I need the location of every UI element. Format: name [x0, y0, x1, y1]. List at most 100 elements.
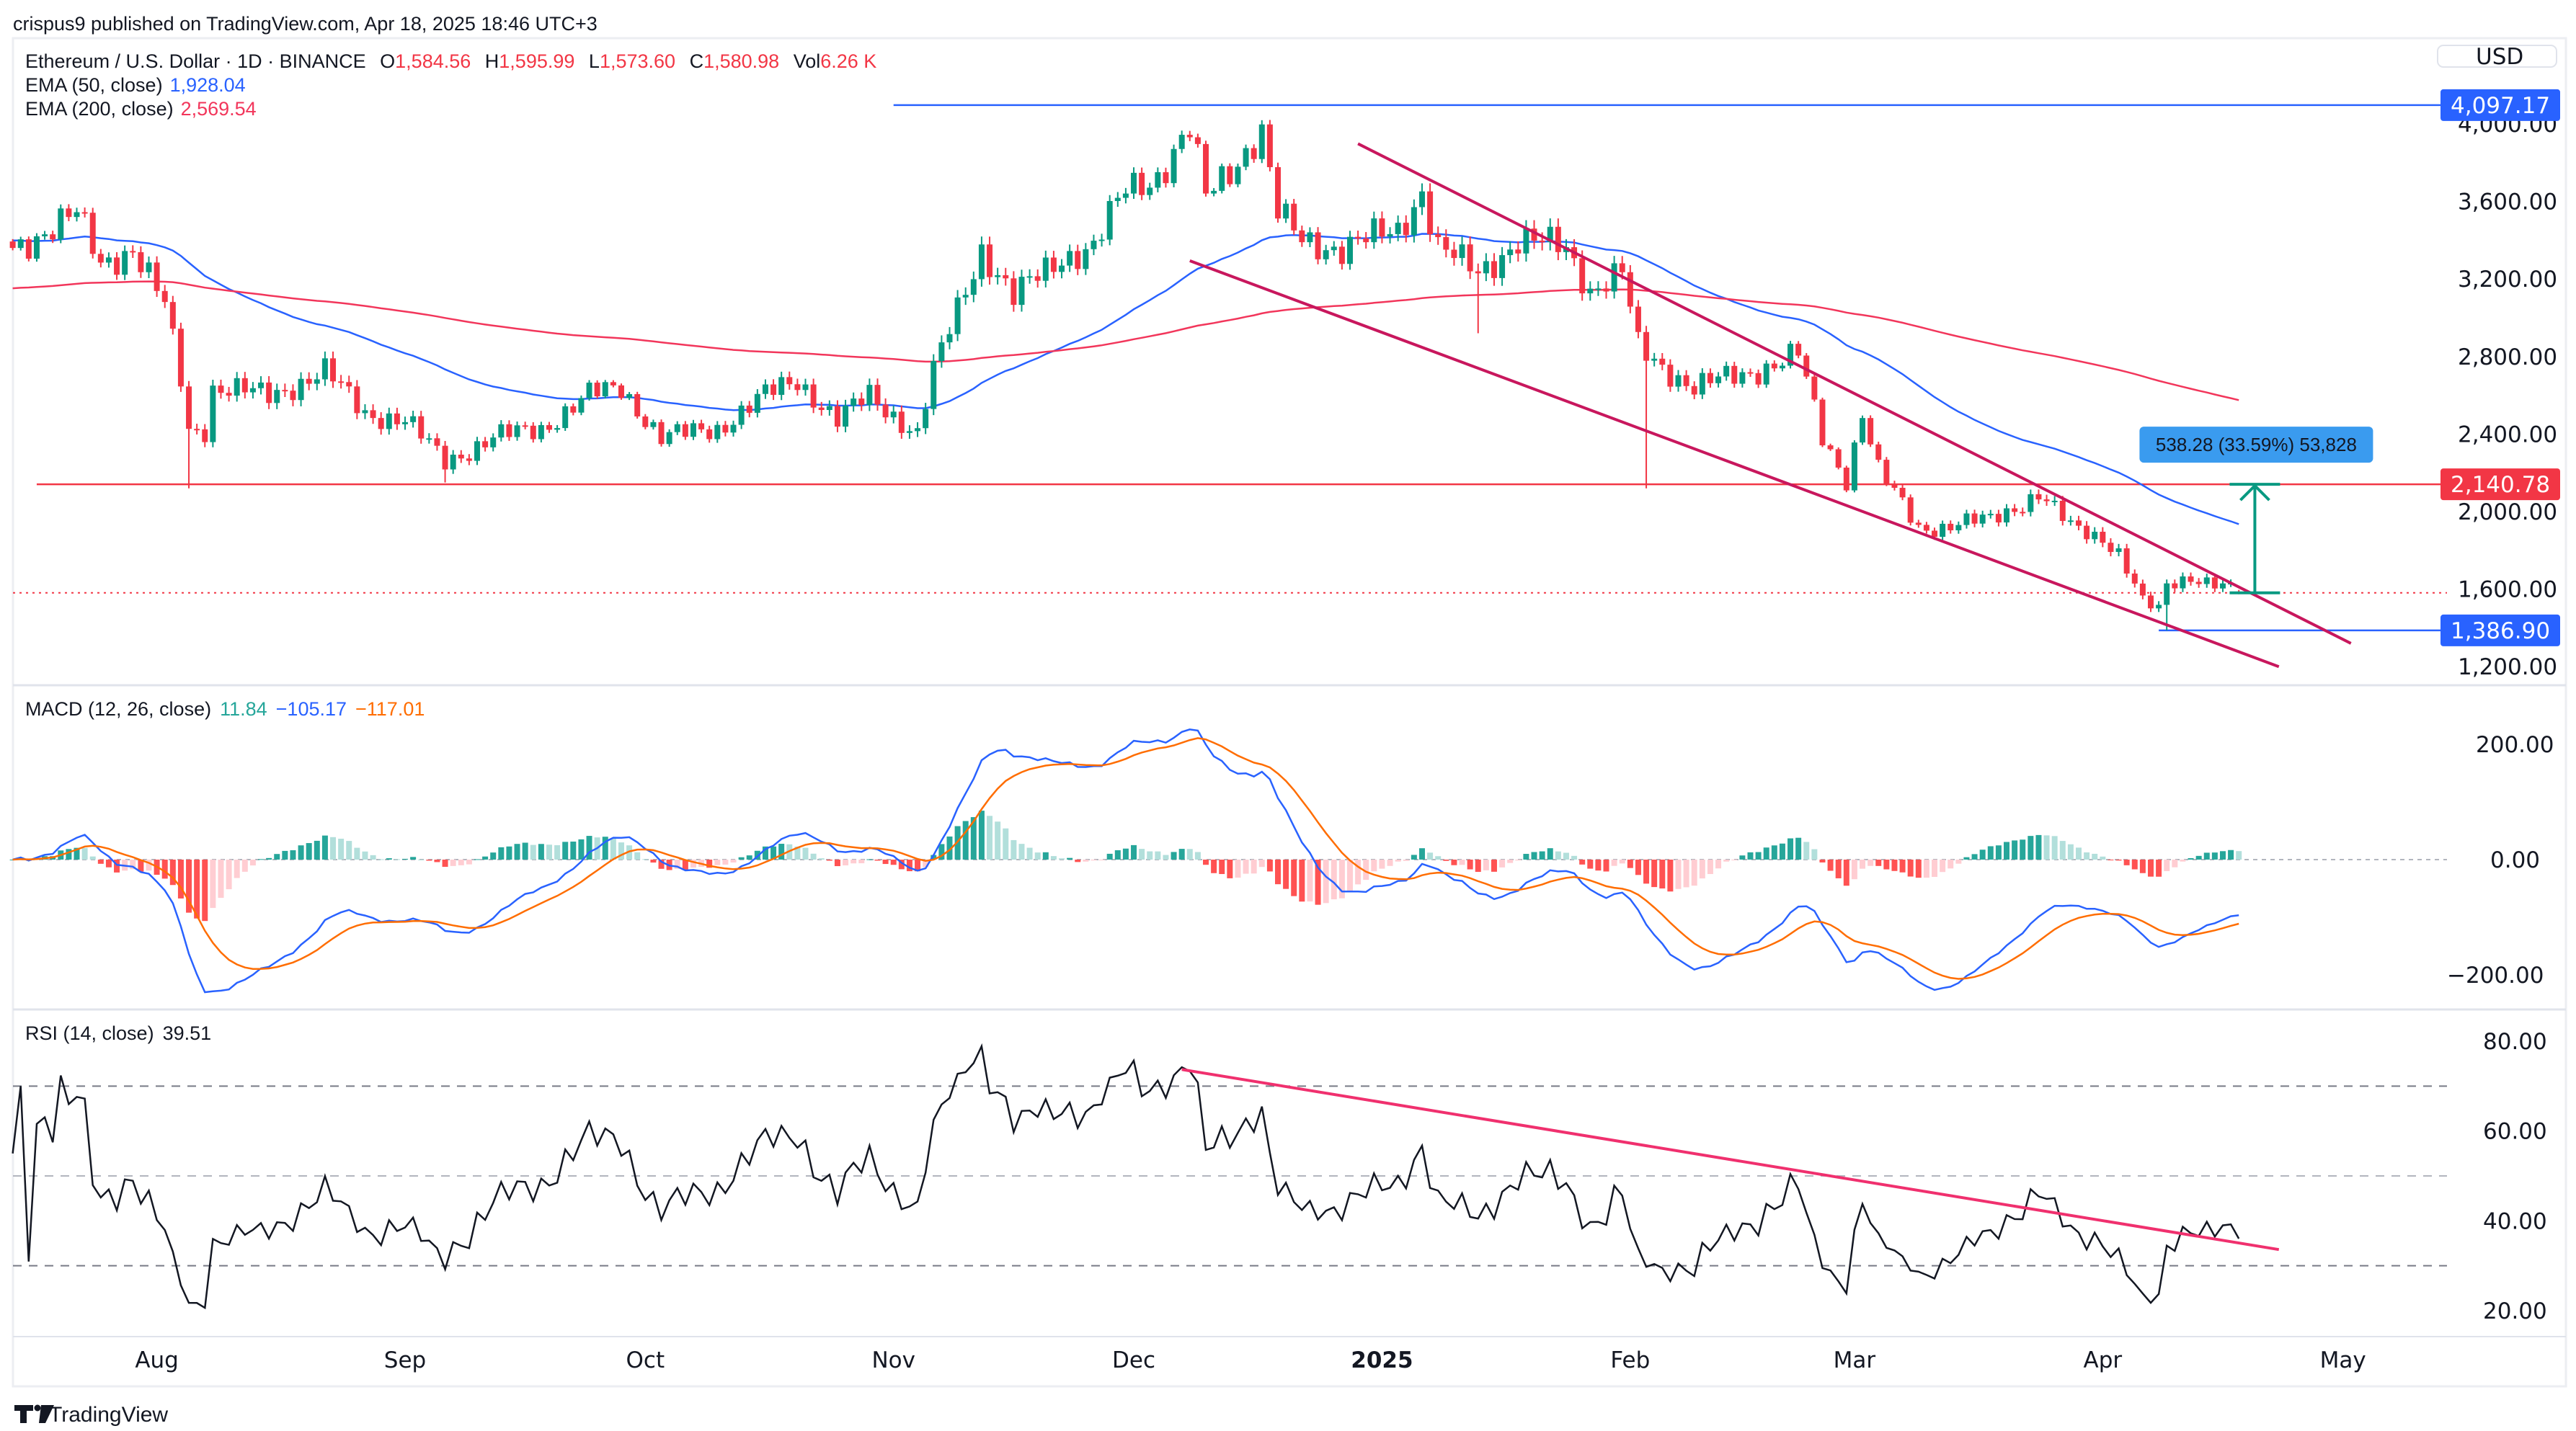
candle-body — [1947, 523, 1954, 530]
macd-histogram-bar — [1114, 850, 1121, 860]
macd-histogram-bar — [1323, 860, 1329, 904]
macd-histogram-bar — [1018, 844, 1025, 860]
candle-body — [610, 382, 616, 385]
macd-histogram-bar — [1139, 849, 1145, 860]
candle-body — [2139, 583, 2146, 596]
candle-body — [2100, 531, 2106, 543]
macd-histogram-bar — [2004, 842, 2010, 860]
candle-body — [306, 378, 312, 384]
candle-body — [1555, 226, 1561, 252]
candle-body — [58, 208, 64, 240]
rsi-legend[interactable]: RSI (14, close) 39.51 — [25, 1022, 211, 1044]
candle-body — [834, 406, 840, 427]
macd-histogram-bar — [1371, 860, 1377, 872]
low-value: 1,573.60 — [600, 50, 675, 72]
price-tag-label-target: 2,140.78 — [2451, 472, 2550, 498]
macd-histogram-bar — [1203, 860, 1209, 865]
macd-histogram-bar — [1659, 860, 1666, 889]
macd-histogram-bar — [2028, 836, 2034, 860]
macd-histogram-bar — [1275, 860, 1281, 885]
macd-histogram-bar — [690, 860, 696, 868]
macd-axis-label: 200.00 — [2476, 732, 2554, 758]
candle-body — [1979, 514, 1986, 524]
macd-histogram-bar — [1987, 846, 1994, 860]
price-legend: Ethereum / U.S. Dollar · 1D · BINANCE O1… — [25, 50, 876, 72]
macd-histogram-bar — [2012, 840, 2018, 860]
candle-body — [1018, 277, 1025, 306]
macd-histogram-bar — [2172, 860, 2178, 868]
macd-histogram-bar — [562, 842, 569, 860]
ema200-legend[interactable]: EMA (200, close) 2,569.54 — [25, 98, 257, 120]
candle-body — [2020, 512, 2026, 514]
macd-histogram-bar — [634, 852, 641, 860]
candle-body — [1595, 288, 1602, 290]
macd-histogram-bar — [810, 853, 817, 860]
candle-body — [354, 386, 360, 414]
candle-body — [1418, 191, 1425, 208]
candle-body — [410, 416, 417, 422]
candle-body — [1011, 278, 1017, 306]
candle-body — [1675, 375, 1682, 387]
macd-histogram-bar — [1026, 847, 1033, 860]
horizontal-lines[interactable] — [13, 104, 2447, 632]
candle-body — [658, 422, 665, 445]
macd-histogram-bar — [890, 860, 897, 865]
macd-legend[interactable]: MACD (12, 26, close) 11.84 −105.17 −117.01 — [25, 698, 425, 720]
macd-histogram-bar — [1555, 851, 1561, 860]
candle-body — [1258, 124, 1265, 159]
price-axis[interactable]: 4,000.003,600.003,200.002,800.002,400.00… — [2447, 112, 2557, 1324]
macd-histogram-bar — [1779, 843, 1785, 860]
candle-body — [1739, 372, 1746, 384]
macd-histogram-bar — [2100, 856, 2106, 860]
candle-body — [1083, 249, 1089, 269]
candle-body — [2211, 577, 2218, 589]
macd-histogram-bar — [1251, 860, 1257, 874]
currency-button[interactable] — [2437, 45, 2557, 68]
macd-histogram-bar — [1379, 860, 1385, 869]
macd-histogram-bar — [330, 837, 337, 860]
currency-label: USD — [2476, 44, 2523, 70]
candle-body — [466, 458, 472, 461]
candle-body — [1147, 187, 1153, 195]
candle-body — [2180, 576, 2186, 589]
macd-histogram-bar — [1227, 860, 1233, 878]
candle-body — [25, 239, 32, 259]
candle-body — [2195, 581, 2202, 584]
macd-histogram-bar — [530, 844, 536, 860]
time-axis[interactable]: Aug Sep Oct Nov Dec 2025 Feb Mar Apr May — [135, 1347, 2366, 1373]
candle-body — [282, 390, 288, 392]
macd-histogram-bar — [1499, 860, 1506, 868]
candle-body — [843, 406, 849, 427]
candle-body — [826, 406, 832, 411]
macd-histogram-bar — [482, 856, 489, 860]
candle-body — [482, 441, 489, 447]
candle-body — [987, 244, 993, 277]
candle-body — [2188, 576, 2194, 582]
macd-histogram-bar — [1899, 860, 1906, 873]
candle-body — [1923, 525, 1929, 531]
candle-body — [1042, 257, 1049, 281]
candle-body — [1387, 233, 1393, 237]
macd-histogram-bar — [1643, 860, 1650, 884]
candle-body — [2076, 520, 2082, 526]
price-axis-label: 1,200.00 — [2458, 654, 2557, 680]
candle-body — [1251, 148, 1257, 159]
ema50-legend[interactable]: EMA (50, close) 1,928.04 — [25, 74, 246, 96]
macd-histogram-bar — [1475, 860, 1481, 873]
macd-histogram-bar — [498, 847, 505, 860]
trendlines[interactable]: 538.28 (33.59%) 53,828 — [1181, 142, 2373, 1252]
candle-body — [2084, 525, 2090, 540]
macd-histogram-bar — [546, 844, 552, 860]
candle-body — [2108, 543, 2114, 553]
candle-body — [1755, 373, 1762, 385]
ema200-line — [12, 280, 2239, 401]
candle-body — [74, 212, 80, 218]
candle-body — [258, 382, 265, 388]
macd-histogram-bar — [722, 860, 729, 865]
macd-histogram-bar — [2164, 860, 2170, 871]
candle-body — [362, 410, 368, 414]
macd-histogram-bar — [658, 860, 665, 869]
candle-body — [1771, 363, 1777, 369]
macd-histogram-bar — [778, 844, 785, 860]
